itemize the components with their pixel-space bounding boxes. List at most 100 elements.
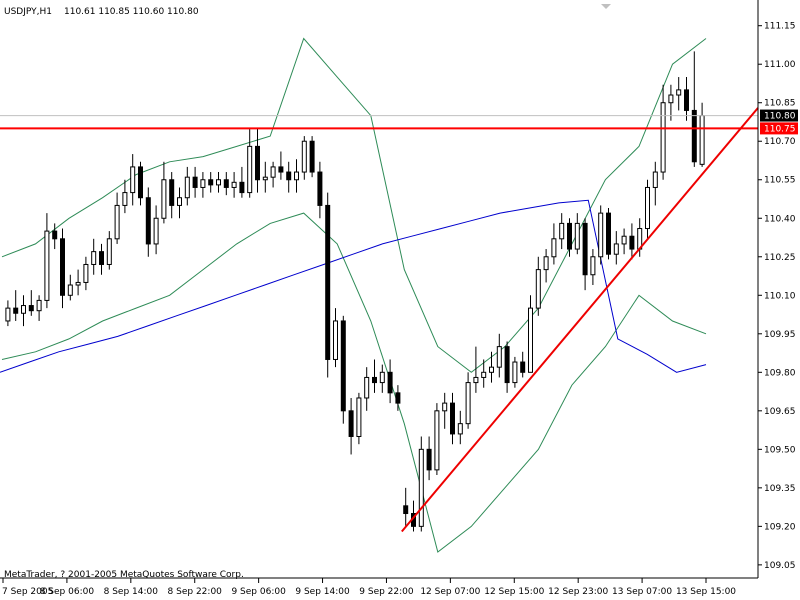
candle[interactable] [169,172,175,219]
candle[interactable] [21,295,26,327]
candle[interactable] [114,192,120,244]
candle[interactable] [200,172,206,198]
candle[interactable] [645,179,650,239]
candle[interactable] [161,161,167,224]
candle[interactable] [418,436,424,532]
candle[interactable] [457,410,463,445]
candle[interactable] [309,136,315,178]
candle[interactable] [652,161,658,206]
candle-body [528,307,533,373]
candle[interactable] [138,161,143,206]
candle[interactable] [364,367,370,411]
candle[interactable] [223,172,229,196]
candle[interactable] [606,207,611,260]
candle[interactable] [442,392,448,429]
candle[interactable] [629,223,635,260]
candle[interactable] [5,300,11,327]
candle[interactable] [598,205,604,265]
scroll-shift-marker-icon[interactable] [601,4,611,9]
candle[interactable] [122,179,128,214]
candle[interactable] [356,392,362,445]
candle[interactable] [255,128,260,193]
candle[interactable] [582,218,588,291]
candle-body [340,320,346,412]
candle[interactable] [660,84,666,180]
candle[interactable] [83,256,89,291]
candle[interactable] [567,218,572,257]
candle[interactable] [684,77,689,121]
candle[interactable] [387,359,393,404]
candle[interactable] [676,77,682,111]
candle[interactable] [44,213,50,309]
candle[interactable] [262,161,268,193]
candle[interactable] [668,84,674,121]
candle-layer[interactable] [5,51,705,532]
candle[interactable] [434,403,440,476]
candle[interactable] [450,392,455,445]
price-tick-label: 111.00 [764,60,796,70]
candle[interactable] [543,249,549,283]
candle[interactable] [551,223,557,265]
candle[interactable] [13,290,19,321]
candle[interactable] [372,359,377,393]
candle[interactable] [613,231,619,265]
candle[interactable] [231,172,237,198]
candle[interactable] [294,159,299,193]
candle[interactable] [379,364,385,393]
candle[interactable] [481,359,487,388]
candle[interactable] [340,315,346,424]
candle[interactable] [130,154,136,206]
candle[interactable] [528,295,533,373]
candle[interactable] [36,295,42,321]
candle[interactable] [395,385,401,411]
candle[interactable] [559,213,565,250]
candle-body [621,235,627,245]
trendline[interactable] [401,107,759,533]
candle[interactable] [520,351,526,378]
price-tick-label: 110.85 [764,99,796,109]
candle[interactable] [91,238,97,275]
candle[interactable] [473,346,479,393]
candle[interactable] [301,136,307,180]
candle-body [442,402,448,412]
candle[interactable] [590,249,596,286]
candle[interactable] [317,161,323,219]
candle[interactable] [60,228,65,309]
candle[interactable] [691,51,697,167]
candle[interactable] [621,228,627,255]
candle[interactable] [512,356,518,388]
candle[interactable] [153,205,159,255]
candle[interactable] [99,243,104,275]
candle-body [247,145,253,194]
candle[interactable] [504,341,510,393]
candle[interactable] [465,372,471,429]
candle[interactable] [208,172,214,193]
level-layer[interactable]: 110.80 110.75 [0,107,798,533]
candle[interactable] [145,187,151,257]
candle[interactable] [348,397,354,455]
candle[interactable] [270,161,276,188]
candle[interactable] [184,166,190,206]
candle[interactable] [177,187,182,219]
candle[interactable] [75,269,81,296]
candle[interactable] [278,151,284,180]
candle[interactable] [52,223,58,250]
price-tick-label: 109.05 [764,561,796,571]
candle[interactable] [489,351,494,383]
candle[interactable] [28,290,34,316]
candle[interactable] [325,192,331,378]
candle[interactable] [216,172,221,193]
candle[interactable] [426,436,432,481]
candle[interactable] [403,487,409,527]
candle[interactable] [496,333,502,378]
candle[interactable] [247,128,253,198]
candle[interactable] [574,213,580,255]
candle[interactable] [333,308,338,368]
candle[interactable] [535,256,541,316]
candle[interactable] [106,231,112,270]
candle[interactable] [192,166,198,198]
candle[interactable] [67,274,73,301]
candle[interactable] [286,161,292,193]
candle[interactable] [239,166,245,198]
